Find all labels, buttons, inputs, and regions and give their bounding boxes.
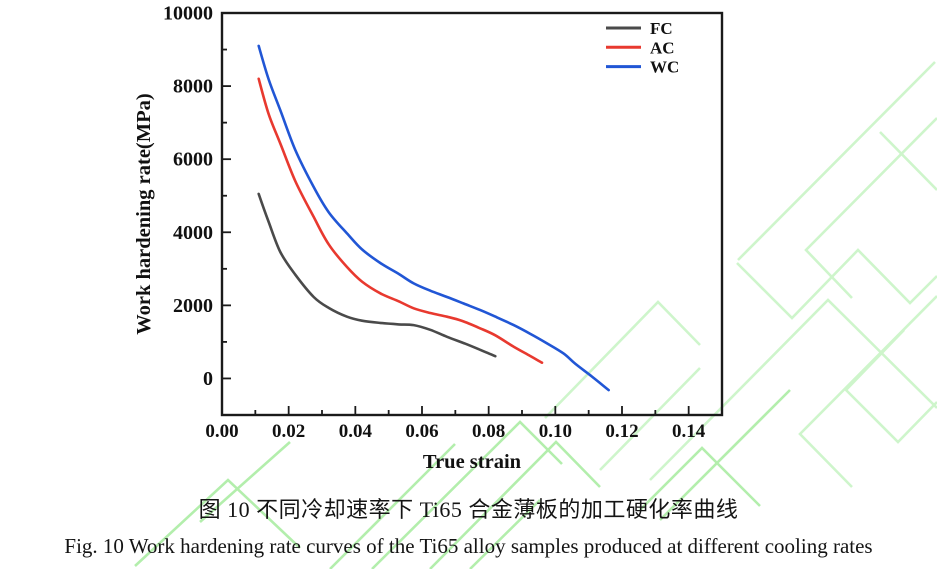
x-tick-label: 0.14	[672, 421, 706, 442]
x-tick-label: 0.08	[472, 421, 505, 442]
plot-frame	[220, 11, 724, 417]
y-tick-label: 8000	[173, 76, 213, 98]
x-tick-label: 0.06	[405, 421, 438, 442]
y-tick-label: 10000	[163, 3, 213, 25]
x-tick-label: 0.10	[539, 421, 572, 442]
figure-caption-zh: 图 10 不同冷却速率下 Ti65 合金薄板的加工硬化率曲线	[198, 497, 739, 522]
watermark-pattern	[544, 61, 937, 488]
x-axis-title: True strain	[423, 451, 522, 473]
x-tick-label: 0.02	[272, 421, 305, 442]
y-axis-title: Work hardening rate(MPa)	[133, 93, 155, 334]
y-tick-label: 2000	[173, 295, 213, 317]
x-tick-label: 0.12	[605, 421, 638, 442]
series-curve-fc	[257, 192, 497, 358]
y-tick-label: 0	[203, 368, 213, 390]
x-tick-label: 0.00	[205, 421, 238, 442]
series-curve-ac	[257, 77, 544, 364]
legend-label-wc: WC	[650, 58, 679, 77]
x-tick-label: 0.04	[339, 421, 373, 442]
watermark-pattern-lower	[134, 389, 791, 569]
legend-label-ac: AC	[650, 38, 675, 57]
y-tick-label: 4000	[173, 222, 213, 244]
legend-label-fc: FC	[650, 19, 673, 38]
y-tick-label: 6000	[173, 149, 213, 171]
series-curve-wc	[257, 44, 610, 392]
figure-caption-en: Fig. 10 Work hardening rate curves of th…	[64, 534, 873, 558]
